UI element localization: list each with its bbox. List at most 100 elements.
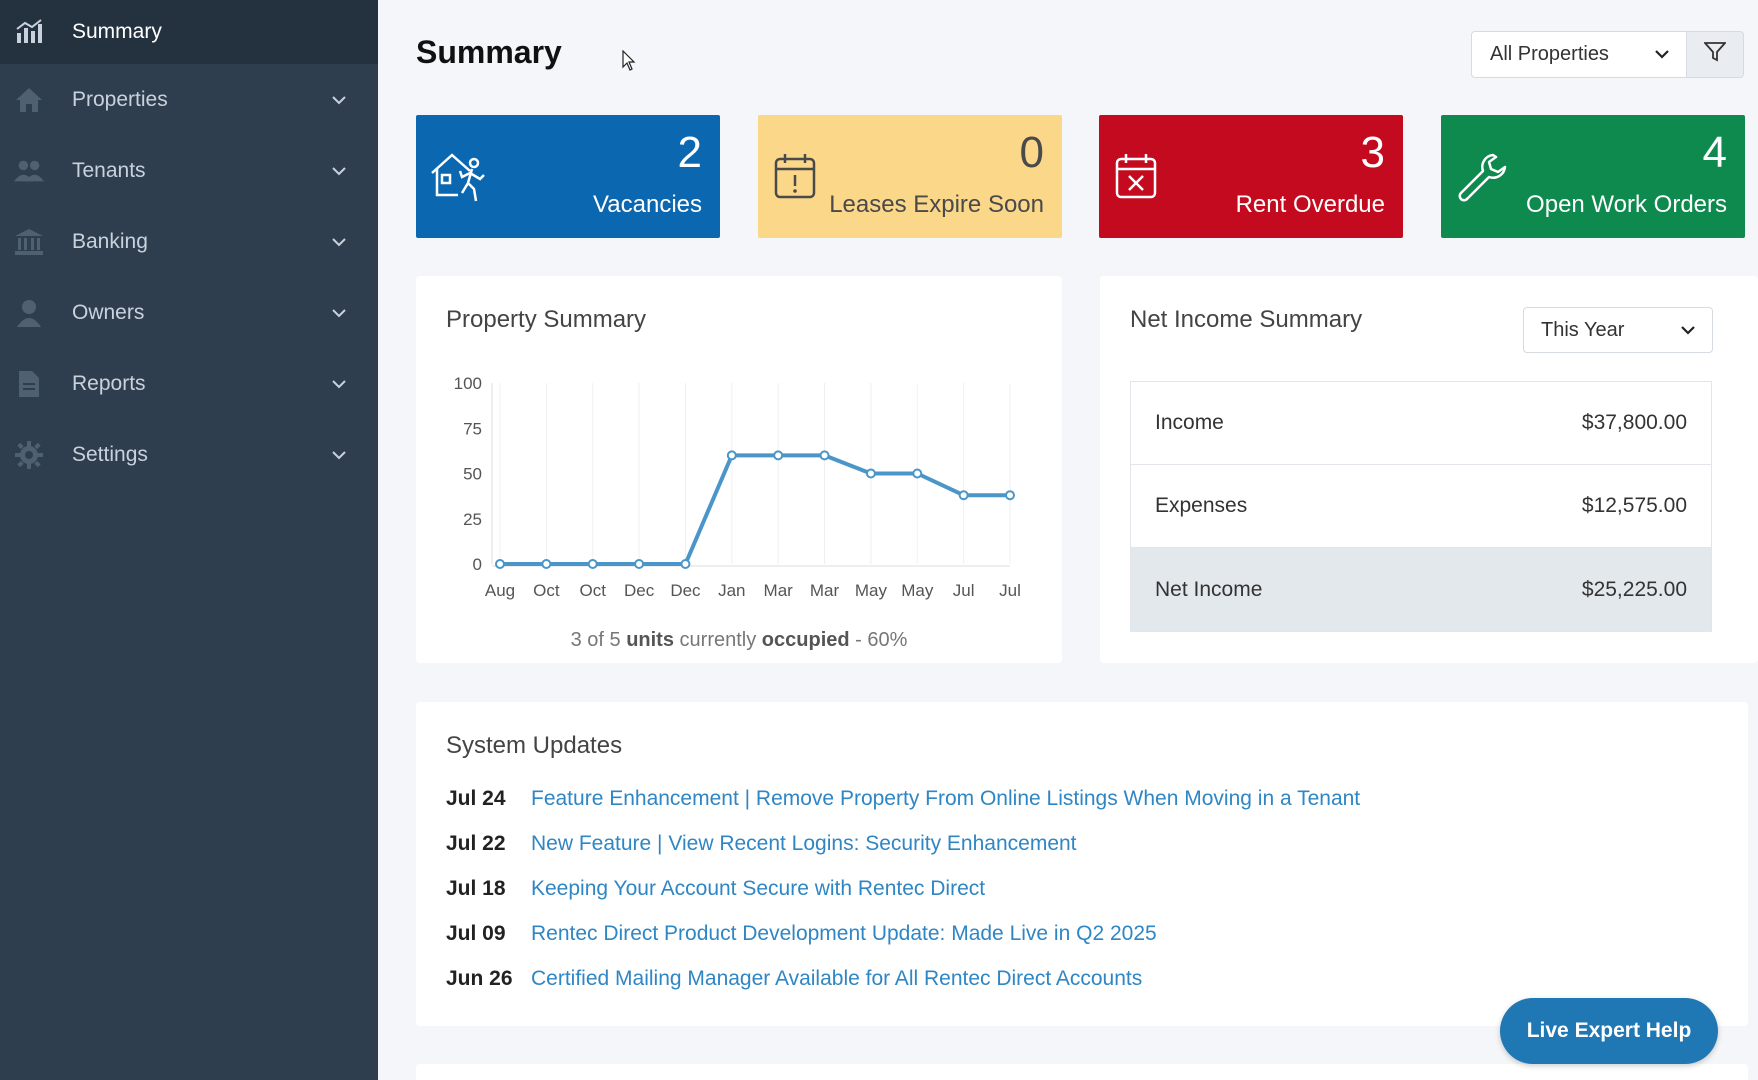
gear-icon (14, 440, 44, 470)
chart-x-tick-label: May (901, 581, 934, 600)
house-person-icon (428, 149, 490, 205)
chevron-down-icon (1680, 321, 1696, 344)
page-title: Summary (416, 34, 562, 70)
income-amount: $37,800.00 (1581, 411, 1687, 434)
list-item: Jul 09 Rentec Direct Product Development… (446, 922, 1157, 946)
chart-x-tick-label: Oct (580, 581, 607, 600)
update-date: Jun 26 (446, 967, 513, 990)
work-orders-count: 4 (1702, 128, 1727, 177)
period-select[interactable]: This Year (1523, 307, 1713, 353)
calendar-x-icon (1111, 149, 1173, 205)
net-income-amount: $25,225.00 (1581, 577, 1687, 601)
net-income-panel: Net Income Summary This Year Income $37,… (1100, 276, 1758, 663)
next-panel (416, 1064, 1748, 1080)
occupancy-text-dash: - (855, 629, 862, 651)
sidebar-item-summary[interactable]: Summary (0, 0, 378, 64)
occupancy-text-currently: currently (679, 629, 757, 651)
chevron-down-icon (330, 233, 348, 251)
chart-y-tick-label: 75 (463, 419, 482, 438)
chevron-down-icon (330, 91, 348, 109)
chart-data-point (865, 468, 876, 479)
sidebar-item-label: Owners (72, 301, 145, 324)
chart-x-tick-label: Dec (624, 581, 655, 600)
users-icon (14, 156, 44, 186)
live-expert-help-button[interactable]: Live Expert Help (1500, 998, 1718, 1064)
system-updates-panel: System Updates Jul 24 Feature Enhancemen… (416, 702, 1748, 1026)
update-date: Jul 22 (446, 832, 506, 855)
chart-y-tick-label: 100 (454, 374, 482, 393)
vacancies-card[interactable]: 2 Vacancies (416, 115, 720, 238)
income-label: Income (1155, 411, 1224, 434)
income-table: Income $37,800.00 Expenses $12,575.00 Ne… (1130, 381, 1712, 632)
list-item: Jul 22 New Feature | View Recent Logins:… (446, 832, 1077, 856)
sidebar-item-reports[interactable]: Reports (0, 352, 378, 416)
chart-data-point (726, 450, 737, 461)
chart-x-tick-label: Aug (485, 581, 515, 600)
bank-icon (14, 227, 44, 257)
mouse-cursor-icon (622, 49, 636, 77)
chart-data-point (587, 559, 598, 569)
update-link[interactable]: Certified Mailing Manager Available for … (531, 967, 1143, 990)
update-link[interactable]: Rentec Direct Product Development Update… (531, 922, 1157, 945)
update-date: Jul 18 (446, 877, 506, 900)
leases-expire-label: Leases Expire Soon (829, 191, 1044, 218)
sidebar-item-label: Banking (72, 230, 148, 253)
sidebar-item-label: Properties (72, 88, 168, 111)
chart-data-point (773, 450, 784, 461)
occupancy-text-of: of (587, 629, 604, 651)
sidebar-item-label: Summary (72, 20, 162, 43)
sidebar-item-label: Reports (72, 372, 146, 395)
chart-data-point (495, 559, 505, 569)
list-item: Jun 26 Certified Mailing Manager Availab… (446, 967, 1142, 991)
sidebar-item-settings[interactable]: Settings (0, 423, 378, 487)
sidebar-item-properties[interactable]: Properties (0, 68, 378, 132)
sidebar: Summary Properties Tenants Banking Owner… (0, 0, 378, 1080)
chart-icon (14, 17, 44, 47)
chart-x-tick-label: May (855, 581, 888, 600)
chart-x-tick-label: Mar (764, 581, 794, 600)
system-updates-title: System Updates (446, 732, 623, 759)
chart-y-tick-label: 0 (473, 555, 482, 574)
update-link[interactable]: Feature Enhancement | Remove Property Fr… (531, 787, 1361, 810)
rent-overdue-label: Rent Overdue (1235, 191, 1385, 218)
net-income-title: Net Income Summary (1130, 306, 1363, 333)
chart-y-tick-label: 50 (463, 465, 482, 484)
expenses-amount: $12,575.00 (1581, 494, 1687, 517)
update-date: Jul 24 (446, 787, 506, 810)
sidebar-item-owners[interactable]: Owners (0, 281, 378, 345)
net-income-row: Net Income $25,225.00 (1131, 548, 1711, 631)
sidebar-item-label: Tenants (72, 159, 146, 182)
calendar-alert-icon (770, 149, 832, 205)
rent-overdue-card[interactable]: 3 Rent Overdue (1099, 115, 1403, 238)
occupancy-percent: 60% (867, 629, 908, 651)
property-filter-select[interactable]: All Properties (1471, 31, 1687, 78)
home-icon (14, 85, 44, 115)
chart-data-point (680, 559, 691, 569)
work-orders-card[interactable]: 4 Open Work Orders (1441, 115, 1745, 238)
update-link[interactable]: Keeping Your Account Secure with Rentec … (531, 877, 986, 900)
sidebar-item-tenants[interactable]: Tenants (0, 139, 378, 203)
chart-x-tick-label: Jul (953, 581, 975, 600)
filter-button[interactable] (1686, 31, 1744, 78)
chart-x-tick-label: Oct (533, 581, 560, 600)
chevron-down-icon (330, 162, 348, 180)
leases-expire-card[interactable]: 0 Leases Expire Soon (758, 115, 1062, 238)
list-item: Jul 18 Keeping Your Account Secure with … (446, 877, 985, 901)
chart-x-tick-label: Jul (999, 581, 1021, 600)
period-value: This Year (1541, 318, 1625, 341)
sidebar-item-label: Settings (72, 443, 148, 466)
property-summary-title: Property Summary (446, 306, 647, 333)
rent-overdue-count: 3 (1360, 128, 1385, 177)
chevron-down-icon (1654, 45, 1670, 68)
occupancy-summary: 3 of 5 units currently occupied - 60% (416, 629, 1062, 652)
expenses-row: Expenses $12,575.00 (1131, 465, 1711, 548)
expenses-label: Expenses (1155, 494, 1248, 517)
chart-x-tick-label: Mar (810, 581, 840, 600)
chevron-down-icon (330, 375, 348, 393)
property-summary-chart: 0 25 50 75 100 Aug Oct Oct Dec Dec Jan Mar Mar May May… (454, 374, 1021, 600)
sidebar-item-banking[interactable]: Banking (0, 210, 378, 274)
chart-data-point (634, 559, 645, 569)
filter-icon (1702, 42, 1728, 67)
update-link[interactable]: New Feature | View Recent Logins: Securi… (531, 832, 1077, 855)
list-item: Jul 24 Feature Enhancement | Remove Prop… (446, 787, 1360, 811)
